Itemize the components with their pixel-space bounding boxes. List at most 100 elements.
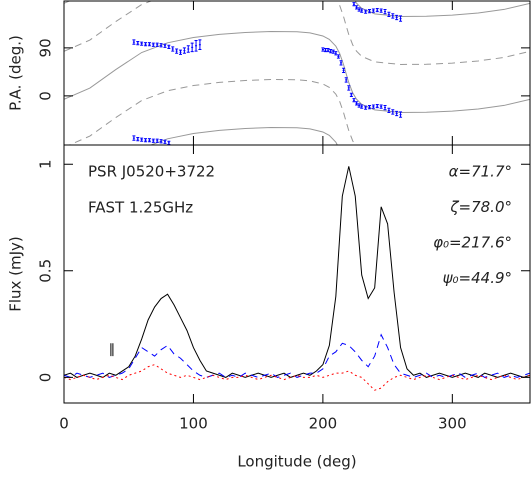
x-axis-label: Longitude (deg) [237,453,356,471]
pa-point [155,138,159,143]
pa-point [147,138,151,143]
pa-point [132,39,136,45]
pa-point [383,9,387,15]
panel-frame [63,0,531,146]
pa-point [155,42,159,47]
annotation: FAST 1.25GHz [88,199,193,217]
pa-point [360,8,364,13]
pa-point [395,110,399,117]
pa-point [367,9,371,14]
panel-frame [63,144,531,404]
pa-point [375,7,379,13]
pa-point [364,105,368,110]
pa-point [349,92,353,97]
pa-point [391,13,395,19]
series-line [149,127,338,145]
pa-point [147,42,151,47]
y-tick-label: 0 [37,373,55,383]
y-tick-label: 1 [37,159,55,169]
pa-point [336,54,340,59]
plot-area [64,1,530,145]
pa-point [194,39,198,52]
y-tick-label: 90 [37,38,55,57]
pa-point [339,60,343,66]
pa-point [334,51,338,56]
pa-point [323,47,327,53]
pa-point [371,104,375,109]
pa-point [136,41,140,46]
pa-point [326,47,330,53]
pa-point [355,5,359,10]
pa-point [357,103,361,108]
pa-point [347,85,351,91]
series-line [64,333,530,378]
pa-point [329,49,333,54]
pa-point [331,49,335,54]
series-line [64,31,530,113]
pa-point [186,45,190,53]
plot-area [64,166,530,391]
annotation: ψ₀=44.9° [443,269,512,287]
annotation: α=71.7° [449,163,512,181]
pa-point [163,139,167,144]
pa-point [190,42,194,53]
pa-point [175,48,179,54]
series-line [68,79,356,145]
x-tick-label: 200 [309,415,338,433]
annotation: φ₀=217.6° [433,234,512,252]
pa-point [140,137,144,142]
pa-point [198,39,202,51]
pa-point [171,46,175,52]
pa-point [132,135,136,141]
series-line [64,364,530,391]
pa-point [182,47,186,54]
x-tick-label: 100 [179,415,208,433]
series-line [64,166,530,378]
pa-point [352,2,356,7]
series-line [64,1,530,65]
noise-error-bar [110,343,114,357]
annotation: ζ=78.0° [449,198,512,216]
pa-point [383,105,387,111]
pa-point [167,44,171,49]
pa-point [364,9,368,14]
pa-point [360,104,364,109]
pa-point [375,103,379,109]
pa-point [399,15,403,22]
pa-point [140,41,144,46]
pa-point [357,7,361,12]
pa-point [179,49,182,55]
pa-point [371,8,375,13]
pa-point [379,8,383,13]
pa-point [379,104,383,109]
pa-point [167,140,171,145]
pa-point [395,14,399,21]
x-tick-label: 300 [438,415,467,433]
y-axis-label: P.A. (deg.) [7,35,25,111]
y-axis-label: Flux (mJy) [7,236,25,312]
pa-point [342,67,346,73]
pa-point [355,101,359,106]
pa-point [159,43,163,48]
pa-point [391,109,395,115]
series-line [64,1,530,17]
x-tick-label: 0 [59,415,69,433]
pa-point [159,139,163,144]
pa-point [352,98,356,103]
pa-point [387,11,391,17]
annotation: PSR J0520+3722 [88,163,215,181]
pa-point [144,42,148,47]
pa-point [344,77,348,83]
pa-point [151,42,155,47]
pa-point [321,47,325,52]
pa-point [399,111,403,118]
pa-point [136,137,140,142]
pa-point [163,43,167,48]
y-tick-label: 0.5 [37,259,55,283]
y-tick-label: 0 [37,91,55,101]
pa-point [367,105,371,110]
pa-point [144,138,148,143]
pa-point [151,138,155,143]
pa-point [387,107,391,113]
